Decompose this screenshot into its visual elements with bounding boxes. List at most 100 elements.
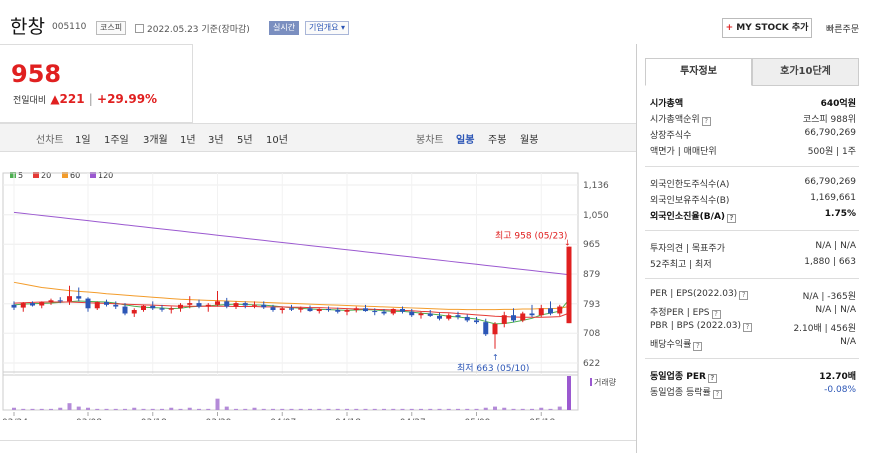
candle (187, 303, 193, 305)
info-row: 외국인소진율(B/A)? 1.75% (650, 209, 856, 225)
candle (390, 308, 396, 314)
section-divider (645, 358, 859, 359)
candle (363, 308, 368, 312)
price-chart[interactable]: 1,136 1,050 965 879 793 708 622 02/24 03/08 03/18… (0, 160, 636, 420)
add-my-stock-button[interactable]: + MY STOCK 추가 (722, 18, 812, 38)
y-tick-label: 708 (583, 329, 600, 339)
help-icon[interactable]: ? (727, 214, 737, 223)
tab-investment-info[interactable]: 투자정보 (645, 58, 752, 86)
y-tick-label: 793 (583, 300, 600, 310)
up-arrow-icon: ▲ (50, 92, 60, 106)
volume-bar (132, 407, 137, 410)
candle (409, 311, 415, 316)
candle-daily[interactable]: 일봉 (456, 135, 475, 146)
add-my-stock-label: MY STOCK 추가 (736, 23, 809, 33)
candle (168, 308, 174, 310)
info-key: 배당수익률? (650, 337, 703, 351)
volume-bar (49, 408, 53, 410)
candle (48, 300, 54, 303)
market-badge: 코스피 (96, 21, 127, 35)
info-value: N/A (840, 337, 856, 347)
info-value: N/A | N/A (815, 305, 856, 315)
info-value: 1.75% (824, 209, 856, 219)
period-1w[interactable]: 1주일 (104, 135, 129, 146)
info-key: 외국인보유주식수(B) (650, 196, 730, 206)
help-icon[interactable]: ? (701, 117, 711, 126)
help-icon[interactable]: ? (693, 342, 703, 351)
legend-swatch (10, 172, 16, 178)
candle (529, 313, 535, 316)
y-tick-label: 965 (583, 240, 600, 250)
volume-bar (363, 408, 368, 410)
candle-weekly[interactable]: 주봉 (488, 135, 507, 146)
period-3y[interactable]: 3년 (208, 135, 224, 146)
price-box (0, 44, 193, 123)
info-key: 시가총액 (650, 99, 684, 109)
quick-order-link[interactable]: 빠른주문 (826, 25, 860, 35)
legend-label: 20 (41, 171, 52, 180)
candle (39, 302, 45, 306)
x-tick-label: 05/18 (529, 418, 555, 420)
low-label: 최저 663 (05/10) (457, 363, 529, 374)
candle (252, 304, 257, 306)
current-price: 958 (11, 60, 62, 88)
stock-code: 005110 (52, 22, 87, 32)
volume-bar (141, 408, 146, 410)
y-tick-label: 1,050 (583, 211, 609, 221)
info-row: 외국인한도주식수(A) 66,790,269 (650, 177, 856, 193)
info-key: 52주최고 | 최저 (650, 260, 712, 270)
calendar-icon (135, 24, 144, 33)
volume-bar (197, 408, 201, 410)
help-icon[interactable]: ? (707, 374, 717, 383)
section-divider (645, 230, 859, 231)
company-info-dropdown[interactable]: 기업개요 ▾ (305, 21, 350, 35)
period-1d[interactable]: 1일 (75, 135, 91, 146)
period-1y[interactable]: 1년 (180, 135, 196, 146)
high-label: 최고 958 (05/23) (495, 231, 567, 242)
candle (353, 308, 359, 311)
candle (511, 315, 516, 321)
y-tick-label: 1,136 (583, 181, 609, 191)
period-5y[interactable]: 5년 (237, 135, 253, 146)
volume-bar (530, 408, 534, 410)
candle (196, 303, 202, 307)
volume-bar (104, 408, 109, 410)
help-icon[interactable]: ? (712, 390, 722, 399)
legend-label: 120 (98, 171, 114, 180)
volume-bar (30, 408, 35, 410)
volume-bar (428, 408, 433, 410)
candle (215, 301, 220, 305)
line-chart-label: 선차트 (36, 135, 64, 146)
legend-ma20: 20 (33, 171, 51, 180)
volume-bar (548, 408, 553, 410)
price-change: 전일대비 ▲221 | +29.99% (13, 92, 157, 106)
legend-swatch (33, 172, 39, 178)
volume-bar (150, 408, 155, 410)
panel-divider (636, 44, 637, 453)
info-value: -0.08% (824, 385, 856, 395)
realtime-button[interactable]: 실시간 (269, 21, 300, 35)
help-icon[interactable]: ? (739, 291, 749, 300)
candle (224, 301, 230, 307)
candle-monthly[interactable]: 월봉 (520, 135, 539, 146)
x-tick-label: 03/29 (206, 418, 232, 420)
volume-bar (271, 408, 275, 410)
period-10y[interactable]: 10년 (266, 135, 288, 146)
volume-legend-swatch (590, 378, 592, 386)
info-row: 액면가 | 매매단위 500원 | 1주 (650, 144, 856, 160)
volume-bar (169, 407, 174, 410)
volume-bar (345, 408, 349, 410)
help-icon[interactable]: ? (743, 323, 753, 332)
candle (141, 305, 146, 311)
help-icon[interactable]: ? (711, 310, 721, 319)
candle (279, 308, 285, 311)
tab-order-book[interactable]: 호가10단계 (752, 58, 859, 86)
volume-bar (419, 408, 423, 410)
low-arrow: ↑ (492, 353, 499, 362)
volume-bar (493, 406, 497, 410)
volume-label: 거래량 (594, 377, 617, 387)
info-value: 1,880 | 663 (804, 257, 856, 267)
period-3m[interactable]: 3개월 (143, 135, 168, 146)
volume-bar (67, 403, 72, 410)
candle (76, 296, 82, 299)
